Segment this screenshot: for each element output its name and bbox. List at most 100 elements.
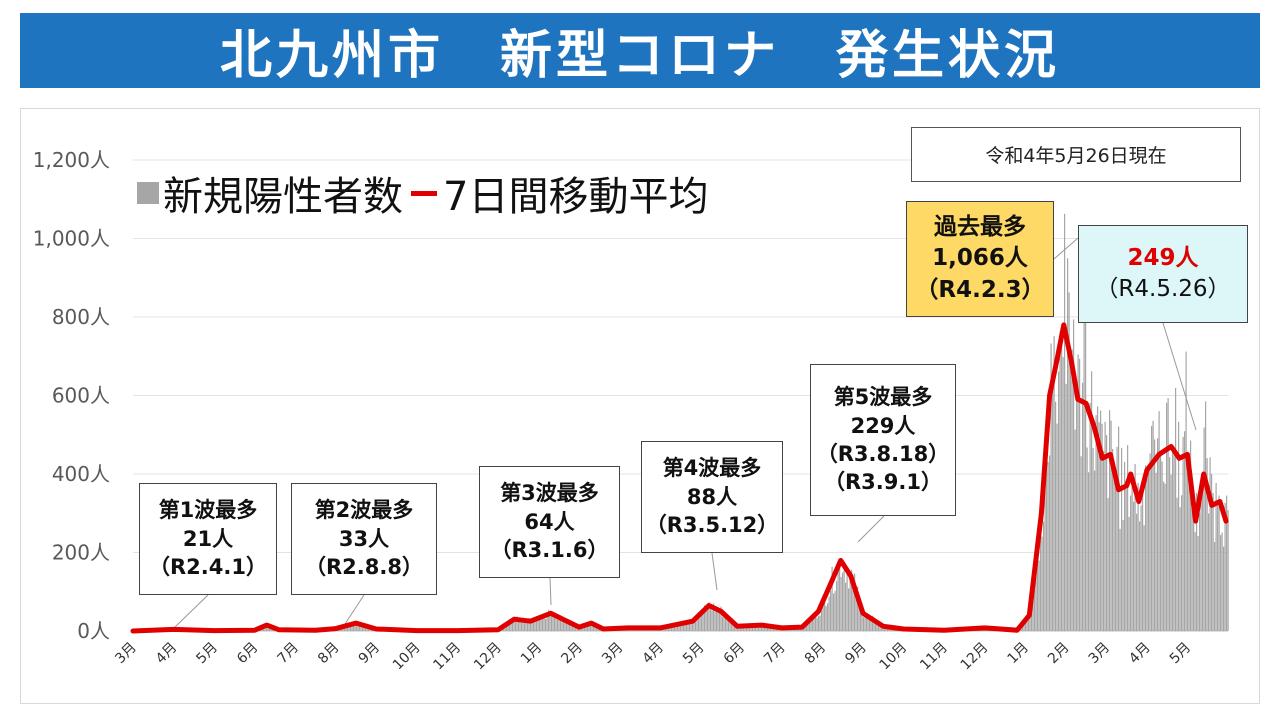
daily-cases-bar bbox=[1211, 474, 1213, 631]
daily-cases-bar bbox=[1134, 463, 1136, 631]
daily-cases-bar bbox=[851, 569, 853, 631]
legend-line-swatch bbox=[411, 190, 437, 196]
daily-cases-bar bbox=[1104, 421, 1106, 631]
daily-cases-bar bbox=[365, 627, 367, 631]
daily-cases-bar bbox=[675, 625, 677, 631]
daily-cases-bar bbox=[749, 627, 751, 631]
daily-cases-bar bbox=[1179, 507, 1181, 631]
leader-line bbox=[549, 577, 552, 606]
x-tick-label: 7月 bbox=[275, 640, 303, 668]
daily-cases-bar bbox=[878, 622, 880, 631]
x-tick-label: 3月 bbox=[1086, 640, 1114, 668]
daily-cases-bar bbox=[1085, 315, 1087, 631]
daily-cases-bar bbox=[701, 613, 703, 631]
daily-cases-bar bbox=[1079, 358, 1081, 631]
daily-cases-bar bbox=[861, 615, 863, 631]
daily-cases-bar bbox=[755, 627, 757, 631]
daily-cases-bar bbox=[1070, 368, 1072, 631]
daily-cases-bar bbox=[836, 581, 838, 631]
daily-cases-bar bbox=[1100, 410, 1102, 631]
wave4-title: 第4波最多 bbox=[662, 456, 762, 481]
daily-cases-bar bbox=[572, 624, 574, 631]
x-tick-label: 10月 bbox=[877, 640, 911, 674]
daily-cases-bar bbox=[552, 615, 554, 631]
daily-cases-bar bbox=[704, 605, 706, 631]
daily-cases-bar bbox=[864, 616, 866, 631]
current-value: 249人 bbox=[1127, 244, 1199, 271]
wave4-annotation: 第4波最多 88人 （R3.5.12） bbox=[641, 441, 783, 553]
daily-cases-bar bbox=[690, 622, 692, 631]
daily-cases-bar bbox=[831, 566, 833, 631]
max-annotation: 過去最多 1,066人 （R4.2.3） bbox=[906, 201, 1054, 317]
daily-cases-bar bbox=[1199, 512, 1201, 631]
daily-cases-bar bbox=[1215, 482, 1217, 631]
wave5-title: 第5波最多 bbox=[833, 385, 933, 410]
daily-cases-bar bbox=[819, 615, 821, 631]
daily-cases-bar bbox=[867, 613, 869, 631]
daily-cases-bar bbox=[846, 569, 848, 631]
daily-cases-bar bbox=[809, 622, 811, 631]
daily-cases-bar bbox=[1160, 451, 1162, 631]
daily-cases-bar bbox=[1178, 421, 1180, 631]
daily-cases-bar bbox=[351, 623, 353, 631]
leader-line bbox=[1053, 237, 1079, 260]
daily-cases-bar bbox=[1167, 398, 1169, 631]
daily-cases-bar bbox=[726, 618, 728, 631]
daily-cases-bar bbox=[1191, 497, 1193, 631]
leader-line bbox=[174, 594, 209, 628]
daily-cases-bar bbox=[540, 615, 542, 631]
daily-cases-bar bbox=[1091, 371, 1093, 631]
daily-cases-bar bbox=[1173, 447, 1175, 631]
daily-cases-bar bbox=[1164, 483, 1166, 631]
wave2-date: （R2.8.8） bbox=[305, 555, 423, 580]
daily-cases-bar bbox=[549, 612, 551, 631]
wave1-date: （R2.4.1） bbox=[149, 555, 267, 580]
daily-cases-bar bbox=[671, 626, 673, 631]
x-tick-label: 9月 bbox=[356, 640, 384, 668]
daily-cases-bar bbox=[1022, 625, 1024, 631]
wave1-annotation: 第1波最多 21人 （R2.4.1） bbox=[139, 483, 277, 595]
daily-cases-bar bbox=[1182, 436, 1184, 631]
daily-cases-bar bbox=[1025, 618, 1027, 631]
daily-cases-bar bbox=[582, 627, 584, 631]
daily-cases-bar bbox=[1166, 402, 1168, 631]
daily-cases-bar bbox=[1047, 461, 1049, 631]
daily-cases-bar bbox=[1116, 446, 1118, 631]
leader-line bbox=[344, 594, 365, 625]
daily-cases-bar bbox=[738, 627, 740, 631]
daily-cases-bar bbox=[1137, 482, 1139, 631]
daily-cases-bar bbox=[1074, 429, 1076, 631]
daily-cases-bar bbox=[1119, 528, 1121, 631]
daily-cases-bar bbox=[561, 616, 563, 631]
daily-cases-bar bbox=[1086, 447, 1088, 631]
daily-cases-bar bbox=[747, 626, 749, 631]
daily-cases-bar bbox=[702, 611, 704, 631]
daily-cases-bar bbox=[1110, 420, 1112, 631]
daily-cases-bar bbox=[1127, 445, 1129, 631]
daily-cases-bar bbox=[1049, 455, 1051, 631]
daily-cases-bar bbox=[1194, 531, 1196, 631]
daily-cases-bar bbox=[585, 625, 587, 631]
x-tick-label: 5月 bbox=[680, 640, 708, 668]
daily-cases-bar bbox=[806, 624, 808, 631]
daily-cases-bar bbox=[860, 600, 862, 631]
legend-bars-label: 新規陽性者数 bbox=[163, 174, 403, 220]
daily-cases-bar bbox=[716, 607, 718, 631]
daily-cases-bar bbox=[363, 625, 365, 631]
daily-cases-bar bbox=[1073, 319, 1075, 631]
daily-cases-bar bbox=[513, 616, 515, 631]
daily-cases-bar bbox=[1083, 321, 1085, 631]
daily-cases-bar bbox=[1208, 513, 1210, 631]
daily-cases-bar bbox=[1062, 357, 1064, 631]
daily-cases-bar bbox=[533, 621, 535, 631]
daily-cases-bar bbox=[1094, 470, 1096, 631]
wave4-date: （R3.5.12） bbox=[645, 513, 779, 538]
daily-cases-bar bbox=[509, 623, 511, 631]
daily-cases-bar bbox=[1103, 451, 1105, 631]
daily-cases-bar bbox=[1034, 576, 1036, 631]
daily-cases-bar bbox=[548, 609, 550, 631]
y-tick-label: 400人 bbox=[52, 462, 110, 486]
daily-cases-bar bbox=[537, 617, 539, 631]
wave5-date2: （R3.9.1） bbox=[824, 470, 942, 495]
daily-cases-bar bbox=[1061, 325, 1063, 631]
